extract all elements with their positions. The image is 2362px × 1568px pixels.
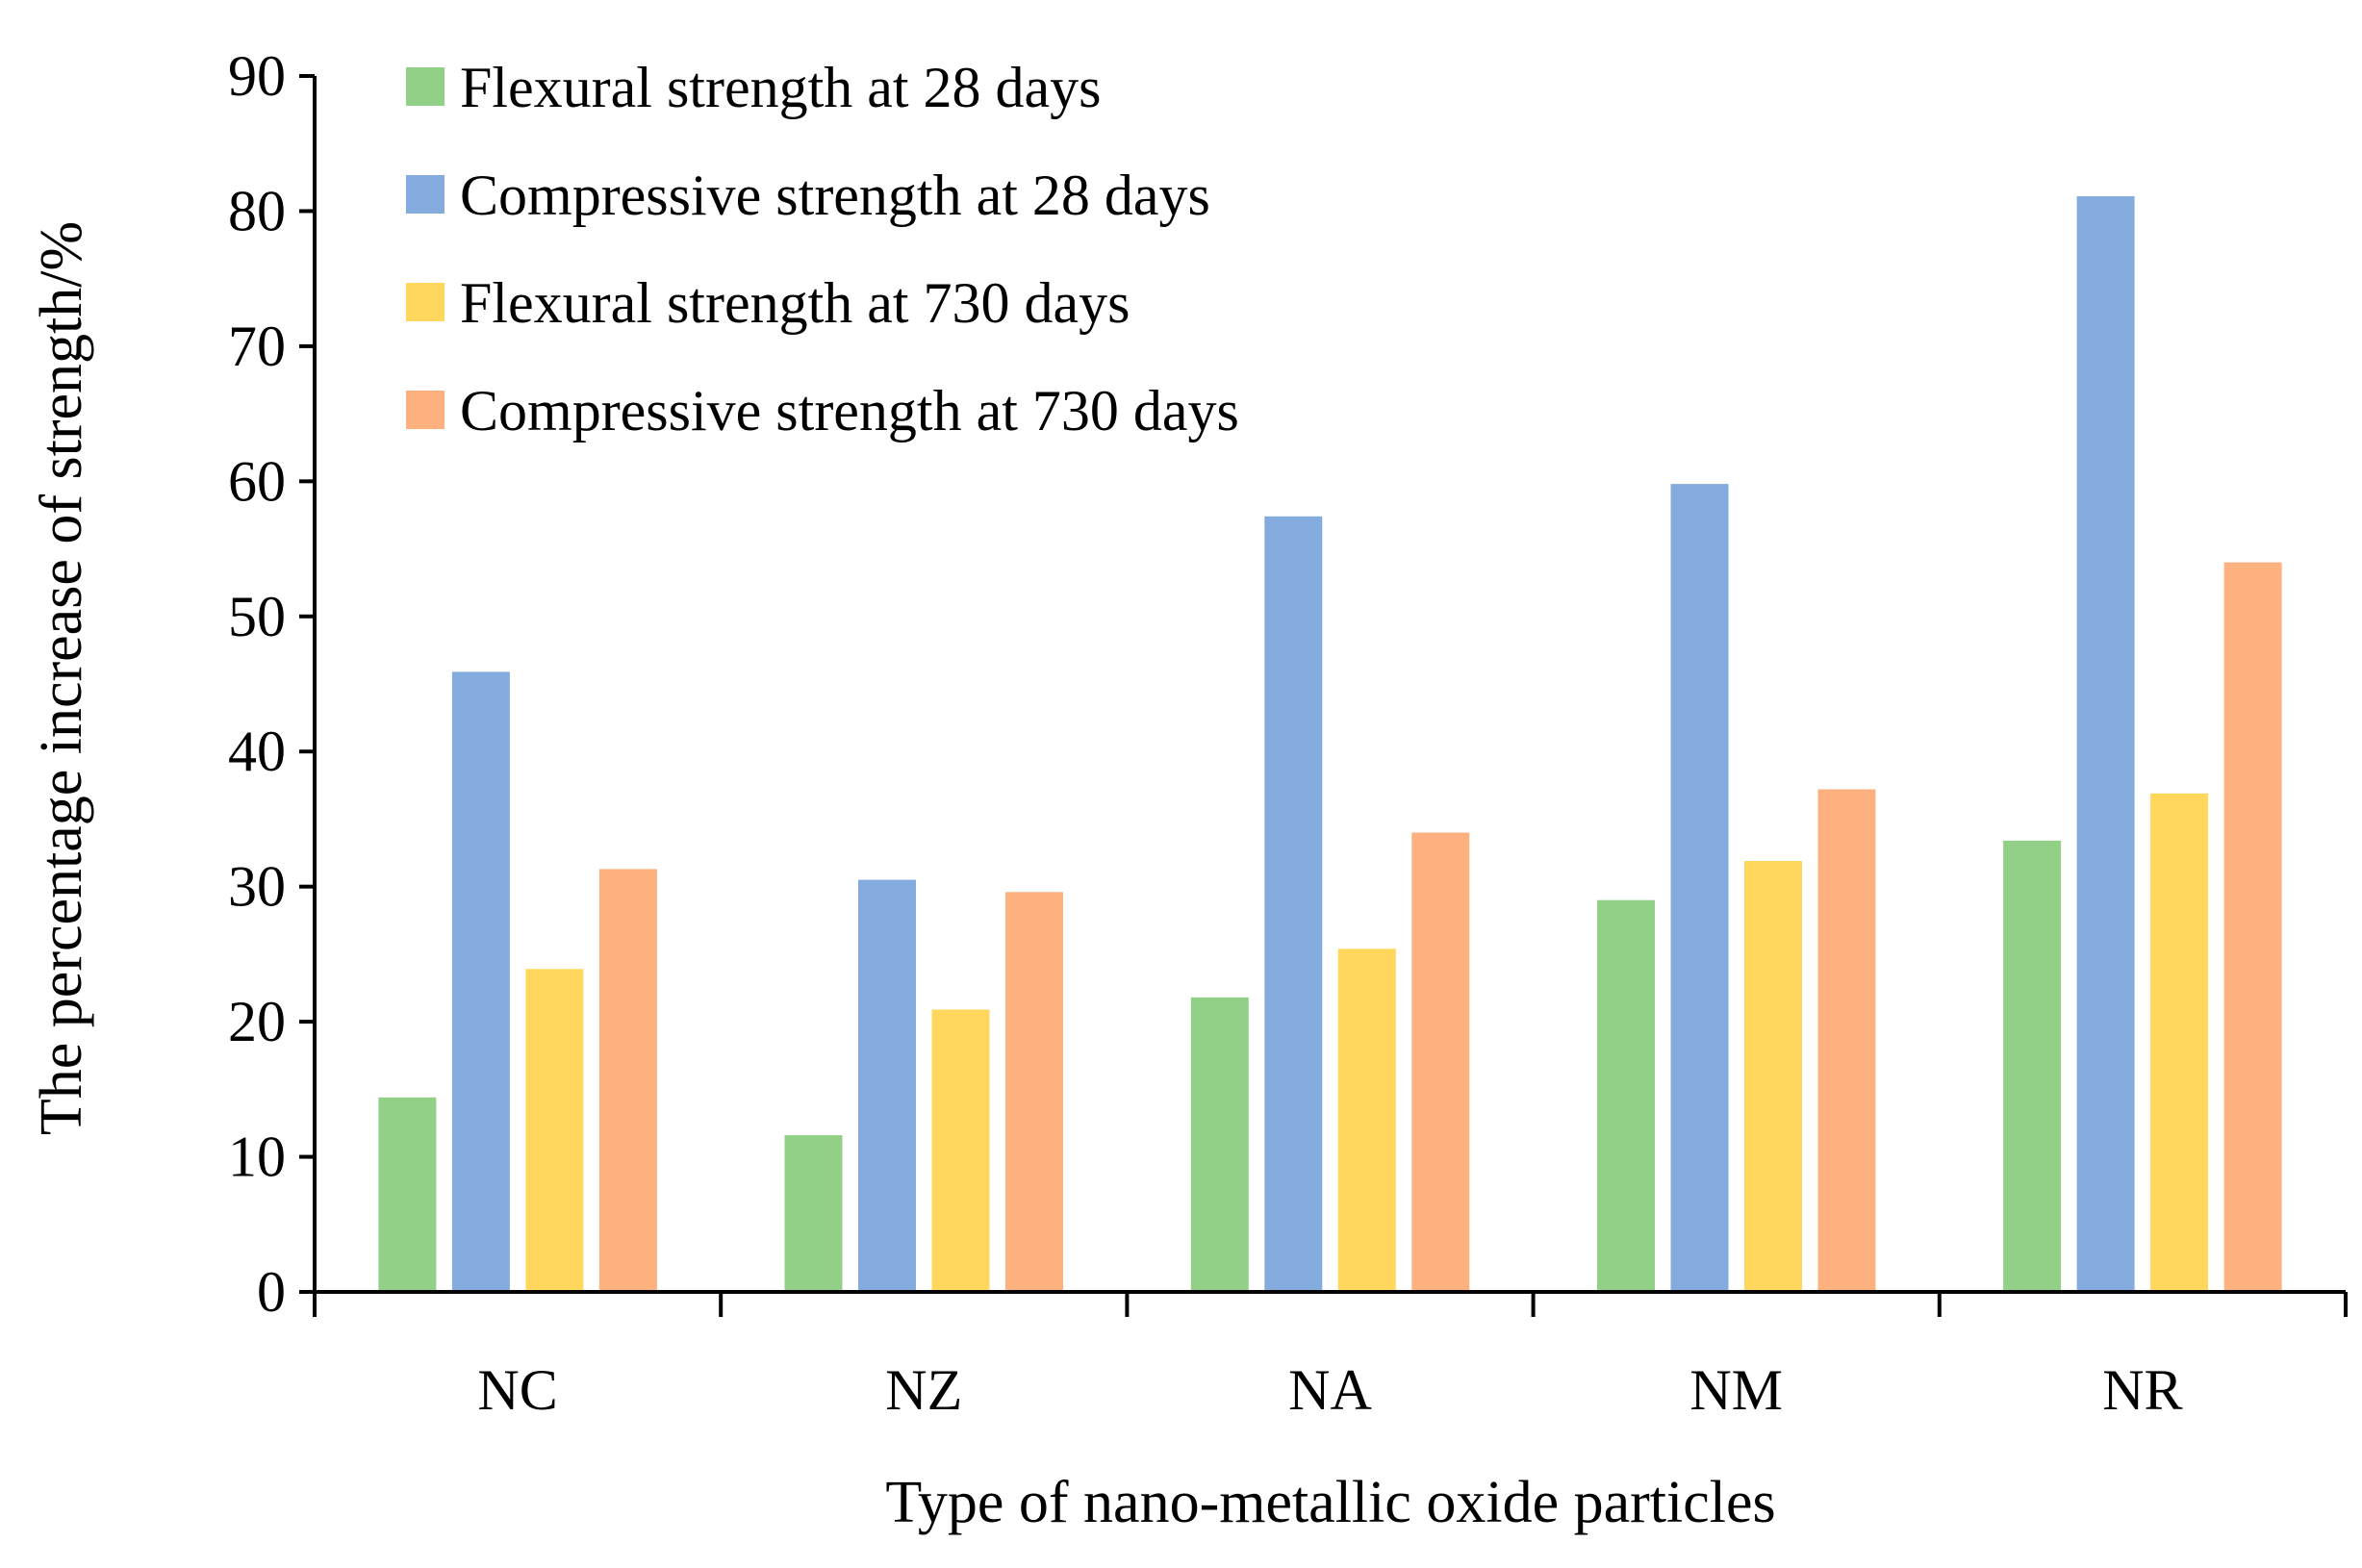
bar-na-series-4 [1411,832,1470,1292]
bar-nm-series-1 [1597,899,1655,1292]
bar-na-series-2 [1264,516,1323,1292]
y-tick-label: 30 [228,855,286,919]
bar-nm-series-4 [1817,789,1876,1292]
bar-nc-series-3 [525,969,584,1292]
bar-nr-series-3 [2150,793,2209,1292]
bar-nr-series-2 [2076,196,2135,1292]
y-tick-label: 80 [228,179,286,242]
y-axis-title: The percentage increase of strength/% [29,221,94,1135]
bar-na-series-1 [1190,997,1249,1292]
bar-nz-series-4 [1005,892,1063,1292]
y-tick-label: 70 [228,315,286,378]
x-tick-label-na: NA [1288,1358,1372,1422]
y-tick-label: 20 [228,990,286,1053]
legend-swatch-1 [406,67,444,106]
legend-swatch-4 [406,391,444,429]
bar-na-series-3 [1337,948,1396,1292]
y-tick-label: 0 [257,1260,286,1324]
x-tick-label-nr: NR [2102,1358,2182,1422]
legend-label-2: Compressive strength at 28 days [460,164,1210,227]
bar-nc-series-2 [451,671,510,1292]
y-tick-label: 60 [228,449,286,513]
x-tick-label-nm: NM [1689,1358,1783,1422]
bar-nz-series-2 [858,879,916,1292]
legend-label-4: Compressive strength at 730 days [460,379,1239,443]
bar-nz-series-3 [931,1009,990,1292]
legend: Flexural strength at 28 days Compressive … [406,56,1239,443]
y-ticks-group: 0 10 20 30 40 50 60 70 80 90 [228,44,315,1324]
bar-nr-series-4 [2223,562,2282,1292]
bar-nc-series-1 [378,1097,437,1292]
legend-swatch-3 [406,283,444,321]
x-axis-title: Type of nano-metallic oxide particles [885,1470,1775,1535]
y-tick-label: 50 [228,585,286,648]
bar-nm-series-2 [1670,484,1729,1293]
axes-group [313,76,2346,1294]
x-ticks-group: NC NZ NA NM NR [313,1292,2348,1422]
bar-nz-series-1 [784,1135,843,1292]
legend-label-3: Flexural strength at 730 days [460,271,1130,335]
x-tick-label-nz: NZ [885,1358,962,1422]
bar-nc-series-4 [598,869,657,1292]
bar-nm-series-3 [1744,861,1802,1292]
y-tick-label: 10 [228,1125,286,1189]
y-tick-label: 40 [228,720,286,783]
bar-nr-series-1 [2003,840,2062,1292]
y-tick-label: 90 [228,44,286,108]
x-tick-label-nc: NC [477,1358,557,1422]
legend-swatch-2 [406,175,444,214]
bars-group [378,196,2282,1293]
legend-label-1: Flexural strength at 28 days [460,56,1102,119]
